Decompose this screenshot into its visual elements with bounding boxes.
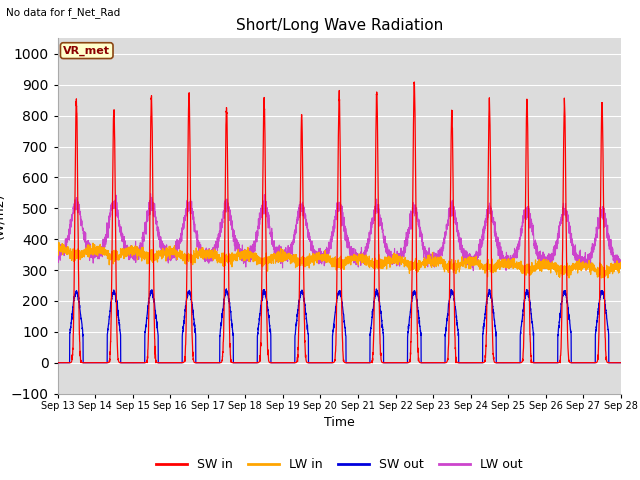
Line: SW in: SW in [58, 82, 621, 363]
SW out [223, 286, 230, 292]
LW out [617, 261, 625, 266]
Text: No data for f_Net_Rad: No data for f_Net_Rad [6, 7, 121, 18]
X-axis label: Time: Time [324, 416, 355, 429]
SW in [54, 360, 61, 366]
Line: LW out: LW out [58, 194, 621, 271]
SW in [466, 360, 474, 366]
SW out [155, 360, 163, 366]
Title: Short/Long Wave Radiation: Short/Long Wave Radiation [236, 18, 443, 33]
SW out [617, 360, 625, 366]
SW out [54, 360, 61, 366]
LW out [498, 250, 506, 256]
SW in [498, 360, 506, 366]
LW in [466, 258, 474, 264]
LW in [55, 240, 63, 245]
Y-axis label: (W/m2): (W/m2) [0, 193, 5, 239]
SW in [617, 360, 625, 366]
LW out [319, 259, 326, 264]
LW in [54, 245, 61, 251]
Line: LW in: LW in [58, 242, 621, 278]
LW out [155, 229, 163, 235]
SW out [498, 360, 506, 366]
LW in [435, 263, 442, 269]
LW out [616, 258, 624, 264]
Legend: SW in, LW in, SW out, LW out: SW in, LW in, SW out, LW out [151, 453, 527, 476]
SW out [319, 360, 326, 366]
SW in [410, 79, 418, 85]
SW in [435, 360, 442, 366]
Line: SW out: SW out [58, 289, 621, 363]
LW in [598, 275, 605, 281]
LW in [319, 254, 326, 260]
LW in [617, 264, 625, 269]
SW in [318, 360, 326, 366]
SW out [616, 360, 624, 366]
LW out [54, 251, 61, 256]
LW out [435, 253, 442, 259]
LW out [470, 268, 477, 274]
LW out [147, 191, 154, 197]
SW out [435, 360, 442, 366]
LW in [616, 264, 624, 269]
LW in [498, 261, 506, 266]
SW in [616, 360, 624, 366]
LW in [155, 252, 163, 258]
Text: VR_met: VR_met [63, 46, 110, 56]
LW out [466, 253, 474, 259]
SW in [155, 360, 163, 366]
SW out [466, 360, 474, 366]
